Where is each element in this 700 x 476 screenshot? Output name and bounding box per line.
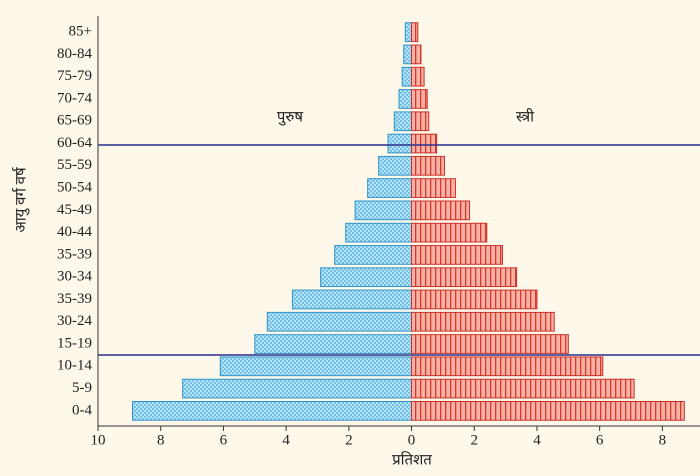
y-tick-label: 10-14: [57, 358, 92, 374]
y-tick-label: 65-69: [57, 113, 92, 129]
y-tick-label: 30-34: [57, 269, 92, 285]
bar: [411, 133, 438, 154]
x-axis-label: प्रतिशत: [392, 450, 432, 468]
bar: [411, 155, 445, 176]
y-tick-label: 5-9: [72, 380, 92, 396]
bar: [334, 245, 413, 265]
x-tick-label: 8: [157, 432, 165, 448]
bar: [403, 44, 413, 65]
bar: [378, 155, 413, 176]
bar: [411, 44, 422, 65]
y-tick-label: 35-39: [57, 291, 92, 307]
y-tick-label: 0-4: [72, 402, 92, 418]
bar: [182, 378, 413, 399]
x-tick-label: 2: [345, 432, 353, 448]
x-tick-label: 6: [596, 432, 604, 448]
series-label: पुरुष: [277, 109, 303, 126]
bar: [411, 66, 425, 87]
bar: [411, 111, 430, 132]
bar: [254, 334, 413, 354]
x-tick-label: 2: [471, 432, 479, 448]
series-label: स्त्री: [516, 107, 535, 125]
bar: [354, 200, 413, 221]
bar: [219, 356, 413, 377]
y-tick-label: 50-54: [57, 180, 92, 196]
bar: [411, 289, 538, 310]
bar: [411, 356, 604, 377]
bar: [291, 289, 413, 310]
bar: [404, 22, 413, 42]
bar: [411, 89, 428, 109]
bar: [411, 245, 503, 265]
x-tick-label: 0: [408, 432, 416, 448]
x-tick-label: 8: [659, 432, 667, 448]
x-tick-label: 4: [282, 432, 290, 448]
bar: [411, 267, 518, 288]
bar: [411, 222, 488, 243]
bar: [131, 401, 413, 421]
y-tick-label: 80-84: [57, 46, 92, 62]
y-tick-label: 40-44: [57, 224, 92, 240]
bar: [411, 401, 685, 421]
x-tick-label: 4: [533, 432, 541, 448]
y-tick-label: 45-49: [57, 202, 92, 218]
y-tick-label: 55-59: [57, 157, 92, 173]
y-tick-label: 85+: [69, 24, 92, 40]
y-tick-label: 70-74: [57, 90, 92, 106]
x-tick-label: 6: [220, 432, 228, 448]
bar: [367, 178, 413, 198]
bar: [411, 378, 635, 399]
bar: [320, 267, 413, 288]
y-tick-label: 30-24: [57, 313, 92, 329]
y-tick-label: 35-39: [57, 246, 92, 262]
y-tick-label: 60-64: [57, 135, 92, 151]
bar: [411, 22, 419, 42]
bar: [387, 133, 413, 154]
y-tick-label: 15-19: [57, 335, 92, 351]
bar: [401, 66, 413, 87]
bar: [398, 89, 413, 109]
bar: [345, 222, 413, 243]
bar: [393, 111, 413, 132]
bar: [411, 311, 555, 332]
bar: [411, 178, 456, 198]
y-tick-label: 75-79: [57, 68, 92, 84]
bar: [411, 200, 471, 221]
x-tick-label: 10: [91, 432, 106, 448]
y-axis-label: आयु वर्ग वर्ष: [11, 166, 30, 232]
bar: [411, 334, 569, 354]
bar: [266, 311, 413, 332]
